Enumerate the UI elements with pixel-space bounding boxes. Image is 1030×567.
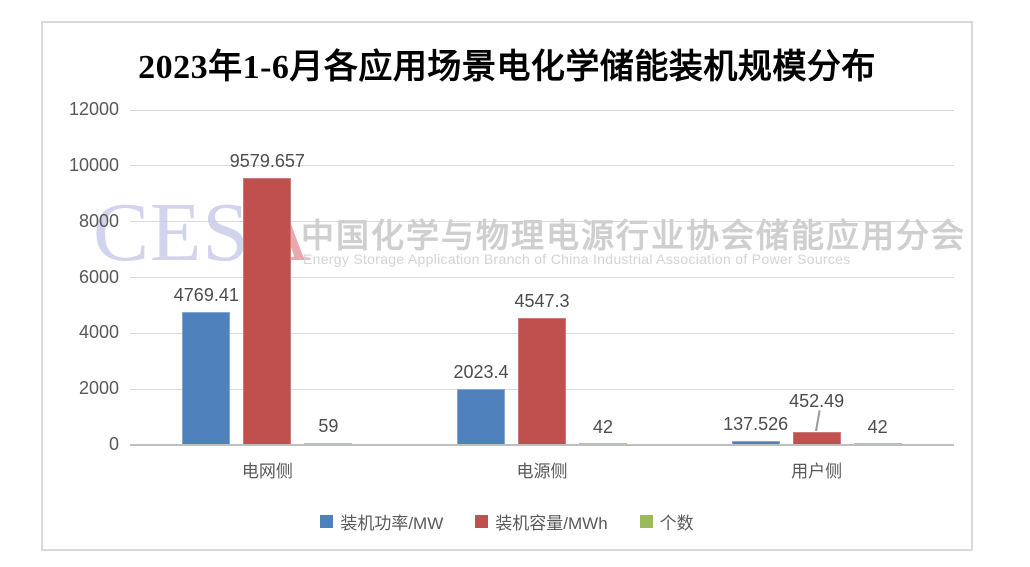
chart-container: 2023年1-6月各应用场景电化学储能装机规模分布 CESA 中国化学与物理电源…	[41, 21, 973, 551]
x-axis-line	[130, 444, 954, 446]
bar-电源侧-装机功率/MW	[457, 388, 505, 445]
legend-item-装机功率/MW: 装机功率/MW	[320, 509, 443, 534]
legend-marker	[320, 515, 334, 528]
plot-area: 4769.41 9579.657 59 2023.4 4547.3 42 137.526 45…	[130, 109, 954, 446]
category-label-电网侧: 电网侧	[241, 462, 293, 481]
gridline	[130, 277, 954, 278]
legend-label: 装机功率/MW	[340, 514, 444, 533]
legend-item-个数: 个数	[639, 509, 694, 534]
gridline	[130, 109, 954, 111]
data-label: 9579.657	[229, 150, 305, 171]
data-label: 137.526	[723, 414, 789, 435]
chart-title: 2023年1-6月各应用场景电化学储能装机规模分布	[138, 49, 876, 86]
bar-电网侧-装机容量/MWh	[243, 177, 292, 445]
data-label: 4769.41	[173, 284, 239, 305]
legend-label: 个数	[659, 514, 694, 533]
category-label-用户侧: 用户侧	[791, 462, 843, 481]
data-label: 59	[318, 416, 339, 437]
legend-marker	[639, 515, 653, 528]
y-tick-label: 12000	[68, 99, 119, 119]
y-tick-label: 8000	[78, 210, 119, 231]
chart-legend: 装机功率/MW 装机容量/MWh 个数	[43, 509, 971, 534]
category-label-电源侧: 电源侧	[516, 462, 568, 481]
y-tick-label: 0	[108, 434, 119, 454]
gridline	[130, 221, 954, 223]
x-axis-category-labels: 电网侧 电源侧 用户侧	[130, 457, 954, 482]
bar-电源侧-装机容量/MWh	[518, 318, 566, 445]
data-label: 42	[592, 416, 614, 437]
legend-item-装机容量/MWh: 装机容量/MWh	[475, 509, 608, 534]
data-label: 4547.3	[514, 291, 570, 312]
y-tick-label: 6000	[78, 266, 119, 287]
data-label: 452.49	[789, 391, 845, 412]
gridline	[130, 165, 954, 167]
legend-marker	[475, 515, 489, 528]
y-tick-label: 10000	[68, 154, 119, 175]
legend-label: 装机容量/MWh	[495, 514, 608, 533]
y-tick-label: 2000	[78, 378, 119, 399]
y-tick-label: 4000	[78, 322, 119, 343]
data-label: 42	[867, 416, 888, 437]
data-label: 2023.4	[453, 361, 509, 382]
bar-电网侧-装机功率/MW	[182, 311, 231, 445]
